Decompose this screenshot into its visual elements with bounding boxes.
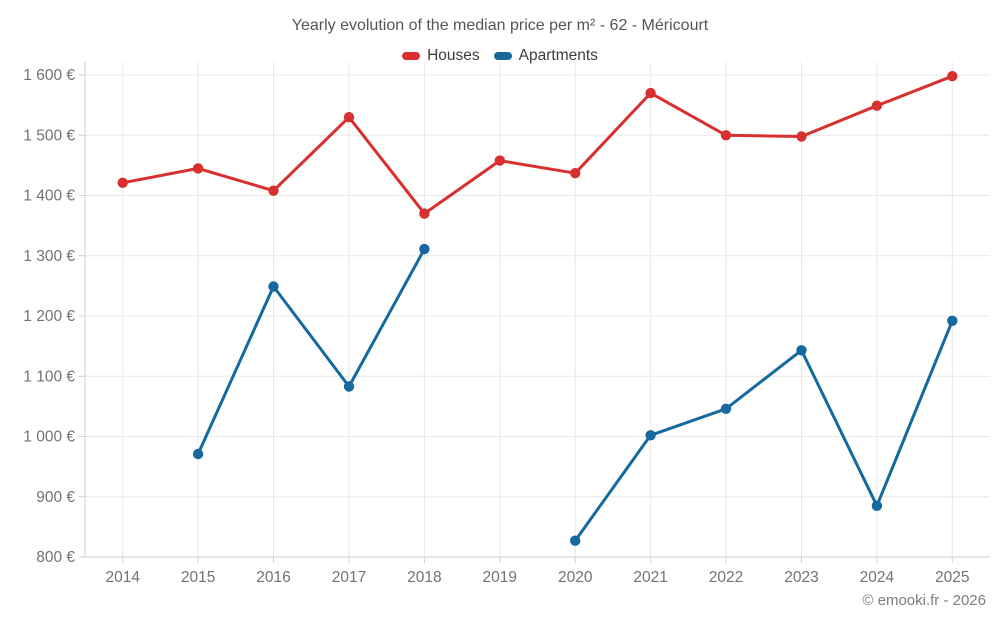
data-point-houses-2025[interactable] <box>947 71 958 82</box>
x-tick-label: 2022 <box>709 569 743 586</box>
data-point-houses-2024[interactable] <box>871 100 883 111</box>
apartments-line <box>196 247 954 543</box>
legend-item-apartments[interactable]: Apartments <box>493 47 598 65</box>
houses-series <box>117 71 958 219</box>
data-point-apartments-2020[interactable] <box>570 535 581 546</box>
data-point-houses-2019[interactable] <box>494 155 505 166</box>
grid <box>85 62 990 557</box>
x-tick-label: 2020 <box>558 569 593 586</box>
houses-line <box>121 74 954 216</box>
y-tick-label: 1 400 € <box>23 188 75 205</box>
data-point-apartments-2022[interactable] <box>720 403 732 414</box>
data-point-houses-2018[interactable] <box>419 208 430 219</box>
y-tick-label: 1 000 € <box>23 429 75 446</box>
y-tick-label: 800 € <box>36 549 75 566</box>
data-point-houses-2015[interactable] <box>192 163 204 174</box>
y-tick-label: 1 100 € <box>23 368 75 385</box>
x-tick-label: 2023 <box>784 569 818 586</box>
y-tick-label: 1 500 € <box>23 127 75 144</box>
x-tick-label: 2019 <box>483 569 517 586</box>
y-axis: 800 € 900 € 1 000 € 1 100 € 1 200 € 1 300 € 1 … <box>23 62 86 566</box>
chart-legend: Houses Apartments <box>0 47 1000 65</box>
x-tick-label: 2014 <box>105 569 140 586</box>
data-point-houses-2017[interactable] <box>343 112 355 123</box>
data-point-houses-2022[interactable] <box>720 130 732 141</box>
data-point-apartments-2017[interactable] <box>343 381 355 392</box>
x-tick-label: 2017 <box>332 569 366 586</box>
data-point-apartments-2018[interactable] <box>419 243 430 255</box>
houses-swatch-icon <box>402 52 421 60</box>
data-point-apartments-2025[interactable] <box>947 315 958 326</box>
x-tick-label: 2016 <box>256 569 290 586</box>
data-point-houses-2014[interactable] <box>117 177 128 188</box>
apartments-series <box>192 243 958 546</box>
data-point-apartments-2023[interactable] <box>796 345 807 356</box>
x-tick-label: 2015 <box>181 569 215 586</box>
y-tick-label: 1 600 € <box>23 67 75 84</box>
x-tick-label: 2018 <box>407 569 441 586</box>
data-point-apartments-2024[interactable] <box>871 500 883 511</box>
data-point-houses-2021[interactable] <box>645 87 656 99</box>
copyright-text: © emooki.fr - 2026 <box>862 592 986 609</box>
x-tick-label: 2021 <box>633 569 667 586</box>
x-tick-label: 2024 <box>860 569 895 586</box>
data-point-houses-2020[interactable] <box>570 168 581 179</box>
legend-label-apartments: Apartments <box>518 47 598 64</box>
x-axis: 2014 2015 2016 2017 2018 2019 2020 2021 2022 2023… <box>85 556 990 586</box>
apartments-swatch-icon <box>493 52 512 60</box>
y-tick-label: 1 200 € <box>23 308 75 325</box>
legend-item-houses[interactable]: Houses <box>402 47 480 65</box>
y-tick-label: 1 300 € <box>23 248 75 265</box>
y-tick-label: 900 € <box>36 489 75 506</box>
legend-label-houses: Houses <box>427 47 480 64</box>
data-point-houses-2023[interactable] <box>796 131 807 142</box>
data-point-apartments-2016[interactable] <box>268 281 279 292</box>
data-point-houses-2016[interactable] <box>268 185 279 196</box>
x-tick-label: 2025 <box>935 569 969 586</box>
chart-title: Yearly evolution of the median price per… <box>291 17 709 34</box>
data-point-apartments-2015[interactable] <box>192 448 204 460</box>
data-point-apartments-2021[interactable] <box>645 430 656 441</box>
